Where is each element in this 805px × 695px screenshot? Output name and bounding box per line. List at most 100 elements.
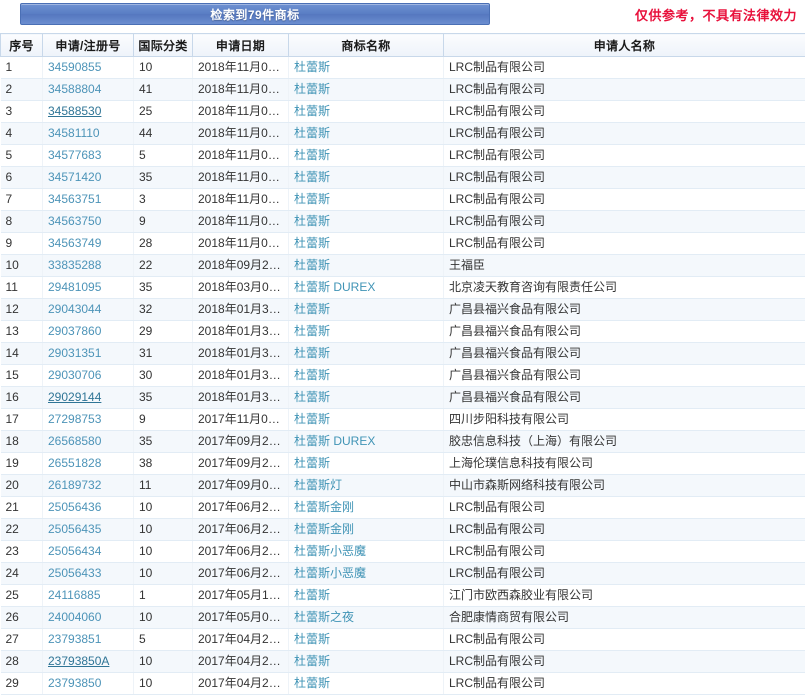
table-row[interactable]: 1 34590855 10 2018年11月09日 杜蕾斯 LRC制品有限公司 bbox=[0, 56, 805, 79]
trademark-name-link[interactable]: 杜蕾斯 bbox=[294, 192, 331, 206]
application-number-link[interactable]: 26568580 bbox=[48, 434, 102, 448]
table-row[interactable]: 9 34563749 28 2018年11月09日 杜蕾斯 LRC制品有限公司 bbox=[0, 232, 805, 255]
application-number-link[interactable]: 34577683 bbox=[48, 148, 102, 162]
table-row[interactable]: 14 29031351 31 2018年01月31日 杜蕾斯 广昌县福兴食品有限公司 bbox=[0, 342, 805, 365]
application-number-link[interactable]: 34588804 bbox=[48, 82, 102, 96]
trademark-name-link[interactable]: 杜蕾斯 bbox=[294, 390, 331, 404]
cell-row-number: 16 bbox=[0, 386, 43, 409]
trademark-name-link[interactable]: 杜蕾斯 bbox=[294, 82, 331, 96]
application-number-link[interactable]: 29043044 bbox=[48, 302, 102, 316]
table-row[interactable]: 25 24116885 1 2017年05月12日 杜蕾斯 江门市欧西森胶业有限公司 bbox=[0, 584, 805, 607]
application-number-link[interactable]: 33835288 bbox=[48, 258, 102, 272]
table-row[interactable]: 21 25056436 10 2017年06月29日 杜蕾斯金刚 LRC制品有限公司 bbox=[0, 496, 805, 519]
table-row[interactable]: 8 34563750 9 2018年11月09日 杜蕾斯 LRC制品有限公司 bbox=[0, 210, 805, 233]
application-number-link[interactable]: 34590855 bbox=[48, 60, 102, 74]
trademark-name-link[interactable]: 杜蕾斯 bbox=[294, 236, 331, 250]
trademark-name-link[interactable]: 杜蕾斯金刚 bbox=[294, 522, 355, 536]
application-number-link[interactable]: 25056435 bbox=[48, 522, 102, 536]
table-row[interactable]: 29 23793850 10 2017年04月26日 杜蕾斯 LRC制品有限公司 bbox=[0, 672, 805, 695]
trademark-name-link[interactable]: 杜蕾斯 bbox=[294, 170, 331, 184]
trademark-name-link[interactable]: 杜蕾斯 bbox=[294, 456, 331, 470]
trademark-name-link[interactable]: 杜蕾斯 bbox=[294, 302, 331, 316]
application-number-link[interactable]: 29481095 bbox=[48, 280, 102, 294]
application-number-link[interactable]: 34563750 bbox=[48, 214, 102, 228]
table-row[interactable]: 23 25056434 10 2017年06月29日 杜蕾斯小恶魔 LRC制品有限公司 bbox=[0, 540, 805, 563]
table-row[interactable]: 4 34581110 44 2018年11月09日 杜蕾斯 LRC制品有限公司 bbox=[0, 122, 805, 145]
cell-row-number: 14 bbox=[0, 342, 43, 365]
application-number-link[interactable]: 24004060 bbox=[48, 610, 102, 624]
table-row[interactable]: 2 34588804 41 2018年11月09日 杜蕾斯 LRC制品有限公司 bbox=[0, 78, 805, 101]
table-row[interactable]: 22 25056435 10 2017年06月29日 杜蕾斯金刚 LRC制品有限公司 bbox=[0, 518, 805, 541]
cell-row-number: 13 bbox=[0, 320, 43, 343]
application-number-link[interactable]: 34563751 bbox=[48, 192, 102, 206]
application-number-link[interactable]: 34563749 bbox=[48, 236, 102, 250]
application-number-link[interactable]: 29037860 bbox=[48, 324, 102, 338]
table-row[interactable]: 26 24004060 10 2017年05月08日 杜蕾斯之夜 合肥康情商贸有限公司 bbox=[0, 606, 805, 629]
trademark-name-link[interactable]: 杜蕾斯 bbox=[294, 654, 331, 668]
trademark-name-link[interactable]: 杜蕾斯 bbox=[294, 126, 331, 140]
application-number-link[interactable]: 26189732 bbox=[48, 478, 102, 492]
cell-application-date: 2017年09月22日 bbox=[192, 430, 289, 453]
trademark-name-link[interactable]: 杜蕾斯金刚 bbox=[294, 500, 355, 514]
trademark-name-link[interactable]: 杜蕾斯小恶魔 bbox=[294, 544, 367, 558]
application-number-link[interactable]: 29029144 bbox=[48, 390, 102, 404]
trademark-name-link[interactable]: 杜蕾斯小恶魔 bbox=[294, 566, 367, 580]
application-number-link[interactable]: 25056434 bbox=[48, 544, 102, 558]
cell-row-number: 28 bbox=[0, 650, 43, 673]
table-row[interactable]: 15 29030706 30 2018年01月31日 杜蕾斯 广昌县福兴食品有限公司 bbox=[0, 364, 805, 387]
table-row[interactable]: 18 26568580 35 2017年09月22日 杜蕾斯 DUREX 胶忠信息科技（上… bbox=[0, 430, 805, 453]
application-number-link[interactable]: 25056436 bbox=[48, 500, 102, 514]
cell-row-number: 18 bbox=[0, 430, 43, 453]
table-row[interactable]: 5 34577683 5 2018年11月09日 杜蕾斯 LRC制品有限公司 bbox=[0, 144, 805, 167]
table-row[interactable]: 24 25056433 10 2017年06月29日 杜蕾斯小恶魔 LRC制品有限公司 bbox=[0, 562, 805, 585]
table-row[interactable]: 20 26189732 11 2017年09月01日 杜蕾斯灯 中山市森斯网络科技有限公司 bbox=[0, 474, 805, 497]
table-row[interactable]: 12 29043044 32 2018年01月31日 杜蕾斯 广昌县福兴食品有限公司 bbox=[0, 298, 805, 321]
cell-trademark-name: 杜蕾斯灯 bbox=[288, 474, 444, 497]
table-row[interactable]: 3 34588530 25 2018年11月09日 杜蕾斯 LRC制品有限公司 bbox=[0, 100, 805, 123]
application-number-link[interactable]: 24116885 bbox=[48, 588, 101, 602]
cell-application-date: 2017年06月29日 bbox=[192, 540, 289, 563]
trademark-name-link[interactable]: 杜蕾斯 bbox=[294, 632, 331, 646]
table-row[interactable]: 16 29029144 35 2018年01月31日 杜蕾斯 广昌县福兴食品有限公司 bbox=[0, 386, 805, 409]
table-row[interactable]: 6 34571420 35 2018年11月09日 杜蕾斯 LRC制品有限公司 bbox=[0, 166, 805, 189]
table-row[interactable]: 19 26551828 38 2017年09月21日 杜蕾斯 上海伦璞信息科技有限公司 bbox=[0, 452, 805, 475]
trademark-name-link[interactable]: 杜蕾斯 bbox=[294, 148, 331, 162]
application-number-link[interactable]: 23793851 bbox=[48, 632, 102, 646]
trademark-name-link[interactable]: 杜蕾斯 bbox=[294, 60, 331, 74]
application-number-link[interactable]: 34588530 bbox=[48, 104, 102, 118]
trademark-results-table: 序号 申请/注册号 国际分类 申请日期 商标名称 申请人名称 1 34590855… bbox=[0, 33, 805, 695]
application-number-link[interactable]: 29031351 bbox=[48, 346, 102, 360]
trademark-name-link[interactable]: 杜蕾斯 bbox=[294, 258, 331, 272]
cell-application-date: 2018年11月09日 bbox=[192, 166, 289, 189]
application-number-link[interactable]: 25056433 bbox=[48, 566, 102, 580]
application-number-link[interactable]: 27298753 bbox=[48, 412, 102, 426]
application-number-link[interactable]: 23793850 bbox=[48, 676, 102, 690]
trademark-name-link[interactable]: 杜蕾斯灯 bbox=[294, 478, 343, 492]
table-row[interactable]: 11 29481095 35 2018年03月07日 杜蕾斯 DUREX 北京凌天教育咨询… bbox=[0, 276, 805, 299]
table-row[interactable]: 28 23793850A 10 2017年04月26日 杜蕾斯 LRC制品有限公司 bbox=[0, 650, 805, 673]
trademark-name-link[interactable]: 杜蕾斯 DUREX bbox=[294, 280, 376, 294]
trademark-name-link[interactable]: 杜蕾斯 bbox=[294, 214, 331, 228]
application-number-link[interactable]: 34571420 bbox=[48, 170, 102, 184]
application-number-link[interactable]: 26551828 bbox=[48, 456, 102, 470]
table-row[interactable]: 17 27298753 9 2017年11月06日 杜蕾斯 四川步阳科技有限公司 bbox=[0, 408, 805, 431]
trademark-name-link[interactable]: 杜蕾斯 bbox=[294, 346, 331, 360]
application-number-link[interactable]: 23793850A bbox=[48, 654, 110, 668]
trademark-name-link[interactable]: 杜蕾斯 DUREX bbox=[294, 434, 376, 448]
trademark-name-link[interactable]: 杜蕾斯之夜 bbox=[294, 610, 355, 624]
trademark-name-link[interactable]: 杜蕾斯 bbox=[294, 368, 331, 382]
trademark-name-link[interactable]: 杜蕾斯 bbox=[294, 412, 331, 426]
table-row[interactable]: 10 33835288 22 2018年09月29日 杜蕾斯 王福臣 bbox=[0, 254, 805, 277]
cell-trademark-name: 杜蕾斯 bbox=[288, 650, 444, 673]
cell-application-date: 2018年01月31日 bbox=[192, 386, 289, 409]
application-number-link[interactable]: 34581110 bbox=[48, 126, 100, 140]
trademark-name-link[interactable]: 杜蕾斯 bbox=[294, 324, 331, 338]
table-row[interactable]: 27 23793851 5 2017年04月26日 杜蕾斯 LRC制品有限公司 bbox=[0, 628, 805, 651]
table-row[interactable]: 7 34563751 3 2018年11月09日 杜蕾斯 LRC制品有限公司 bbox=[0, 188, 805, 211]
trademark-name-link[interactable]: 杜蕾斯 bbox=[294, 104, 331, 118]
trademark-name-link[interactable]: 杜蕾斯 bbox=[294, 588, 331, 602]
trademark-name-link[interactable]: 杜蕾斯 bbox=[294, 676, 331, 690]
table-row[interactable]: 13 29037860 29 2018年01月31日 杜蕾斯 广昌县福兴食品有限公司 bbox=[0, 320, 805, 343]
application-number-link[interactable]: 29030706 bbox=[48, 368, 102, 382]
